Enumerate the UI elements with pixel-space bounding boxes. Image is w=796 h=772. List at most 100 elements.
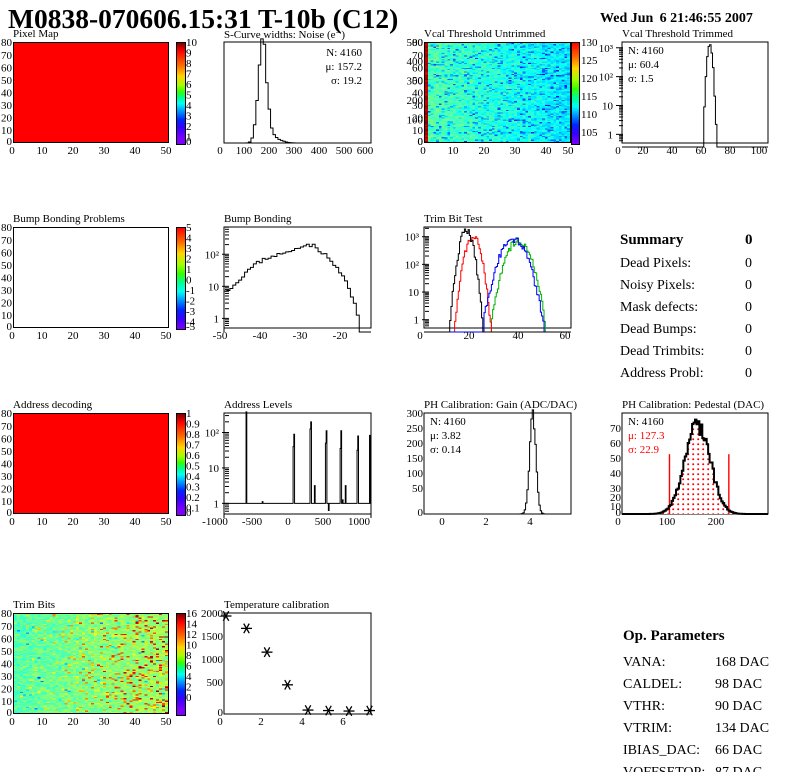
svg-text:-500: -500 bbox=[242, 516, 263, 528]
svg-text:30: 30 bbox=[99, 716, 111, 728]
svg-text:10²: 10² bbox=[205, 249, 220, 261]
svg-text:80: 80 bbox=[1, 37, 13, 49]
svg-text:1500: 1500 bbox=[201, 631, 224, 643]
svg-text:100: 100 bbox=[751, 145, 768, 157]
svg-text:1: 1 bbox=[214, 498, 220, 510]
svg-text:μ: 157.2: μ: 157.2 bbox=[326, 61, 362, 73]
svg-text:50: 50 bbox=[412, 483, 424, 495]
svg-text:Op. Parameters: Op. Parameters bbox=[623, 628, 725, 644]
svg-text:10: 10 bbox=[208, 281, 220, 293]
svg-text:Dead Pixels:: Dead Pixels: bbox=[620, 256, 691, 271]
svg-text:250: 250 bbox=[407, 423, 424, 435]
svg-text:20: 20 bbox=[68, 330, 80, 342]
svg-text:200: 200 bbox=[261, 145, 278, 157]
svg-text:500: 500 bbox=[336, 145, 353, 157]
svg-text:90 DAC: 90 DAC bbox=[715, 699, 762, 714]
svg-text:100: 100 bbox=[407, 115, 424, 127]
svg-text:300: 300 bbox=[286, 145, 303, 157]
svg-text:50: 50 bbox=[610, 453, 622, 465]
svg-text:60: 60 bbox=[1, 248, 13, 260]
svg-text:2000: 2000 bbox=[201, 608, 224, 620]
svg-text:30: 30 bbox=[1, 471, 13, 483]
svg-text:40: 40 bbox=[541, 145, 553, 157]
svg-text:40: 40 bbox=[513, 330, 525, 342]
svg-text:4: 4 bbox=[299, 716, 305, 728]
svg-text:Summary: Summary bbox=[620, 232, 684, 248]
svg-text:Dead Bumps:: Dead Bumps: bbox=[620, 322, 697, 337]
svg-text:200: 200 bbox=[708, 516, 725, 528]
svg-text:10²: 10² bbox=[205, 427, 220, 439]
svg-text:50: 50 bbox=[1, 446, 13, 458]
svg-text:0: 0 bbox=[9, 330, 15, 342]
svg-text:μ: 60.4: μ: 60.4 bbox=[628, 59, 659, 71]
svg-text:20: 20 bbox=[68, 145, 80, 157]
svg-text:0: 0 bbox=[439, 516, 445, 528]
svg-text:20: 20 bbox=[1, 113, 13, 125]
svg-text:50: 50 bbox=[161, 330, 173, 342]
svg-text:10: 10 bbox=[37, 516, 49, 528]
svg-text:40: 40 bbox=[130, 516, 142, 528]
svg-text:300: 300 bbox=[407, 76, 424, 88]
svg-text:σ: 19.2: σ: 19.2 bbox=[331, 75, 362, 87]
svg-text:80: 80 bbox=[725, 145, 737, 157]
svg-text:200: 200 bbox=[407, 438, 424, 450]
svg-text:70: 70 bbox=[1, 421, 13, 433]
svg-text:70: 70 bbox=[1, 235, 13, 247]
svg-text:0: 0 bbox=[745, 344, 752, 359]
svg-text:0: 0 bbox=[745, 256, 752, 271]
svg-text:50: 50 bbox=[563, 145, 575, 157]
svg-text:2: 2 bbox=[483, 516, 489, 528]
svg-text:134 DAC: 134 DAC bbox=[715, 721, 769, 736]
svg-text:400: 400 bbox=[311, 145, 328, 157]
svg-text:N: 4160: N: 4160 bbox=[628, 416, 664, 428]
svg-text:N: 4160: N: 4160 bbox=[430, 416, 466, 428]
svg-text:168 DAC: 168 DAC bbox=[715, 655, 769, 670]
svg-text:10: 10 bbox=[408, 287, 420, 299]
svg-text:VTRIM:: VTRIM: bbox=[623, 721, 672, 736]
svg-text:0: 0 bbox=[615, 516, 621, 528]
svg-text:120: 120 bbox=[581, 73, 598, 85]
svg-text:80: 80 bbox=[1, 608, 13, 620]
svg-text:60: 60 bbox=[1, 434, 13, 446]
svg-text:115: 115 bbox=[581, 91, 598, 103]
svg-text:110: 110 bbox=[581, 109, 598, 121]
svg-text:VOFFSETOP:: VOFFSETOP: bbox=[623, 765, 705, 772]
svg-text:40: 40 bbox=[130, 145, 142, 157]
svg-text:30: 30 bbox=[1, 100, 13, 112]
svg-text:30: 30 bbox=[99, 145, 111, 157]
svg-text:500: 500 bbox=[207, 677, 224, 689]
svg-text:σ: 1.5: σ: 1.5 bbox=[628, 73, 654, 85]
svg-text:80: 80 bbox=[1, 222, 13, 234]
svg-text:1: 1 bbox=[414, 315, 420, 327]
svg-text:500: 500 bbox=[407, 37, 424, 49]
svg-text:20: 20 bbox=[479, 145, 491, 157]
svg-text:30: 30 bbox=[99, 330, 111, 342]
svg-text:-1000: -1000 bbox=[202, 516, 228, 528]
svg-text:N: 4160: N: 4160 bbox=[628, 45, 664, 57]
svg-text:10: 10 bbox=[37, 330, 49, 342]
svg-text:0: 0 bbox=[9, 716, 15, 728]
svg-text:40: 40 bbox=[1, 88, 13, 100]
svg-text:N: 4160: N: 4160 bbox=[326, 47, 362, 59]
svg-text:20: 20 bbox=[1, 684, 13, 696]
svg-text:-50: -50 bbox=[213, 330, 228, 342]
svg-text:300: 300 bbox=[407, 408, 424, 420]
svg-text:0: 0 bbox=[285, 516, 291, 528]
svg-text:50: 50 bbox=[1, 75, 13, 87]
svg-text:0: 0 bbox=[418, 136, 424, 148]
svg-text:200: 200 bbox=[407, 95, 424, 107]
svg-text:0: 0 bbox=[745, 366, 752, 381]
svg-text:20: 20 bbox=[68, 716, 80, 728]
svg-text:87 DAC: 87 DAC bbox=[715, 765, 762, 772]
svg-text:20: 20 bbox=[1, 484, 13, 496]
svg-text:μ: 127.3: μ: 127.3 bbox=[628, 430, 665, 442]
svg-text:60: 60 bbox=[1, 63, 13, 75]
svg-text:10³: 10³ bbox=[599, 43, 614, 55]
svg-text:98 DAC: 98 DAC bbox=[715, 677, 762, 692]
svg-text:0: 0 bbox=[217, 145, 223, 157]
svg-text:0: 0 bbox=[417, 330, 423, 342]
svg-text:0: 0 bbox=[745, 232, 753, 248]
svg-text:10³: 10³ bbox=[405, 232, 420, 244]
svg-text:30: 30 bbox=[99, 516, 111, 528]
svg-text:4: 4 bbox=[527, 516, 533, 528]
